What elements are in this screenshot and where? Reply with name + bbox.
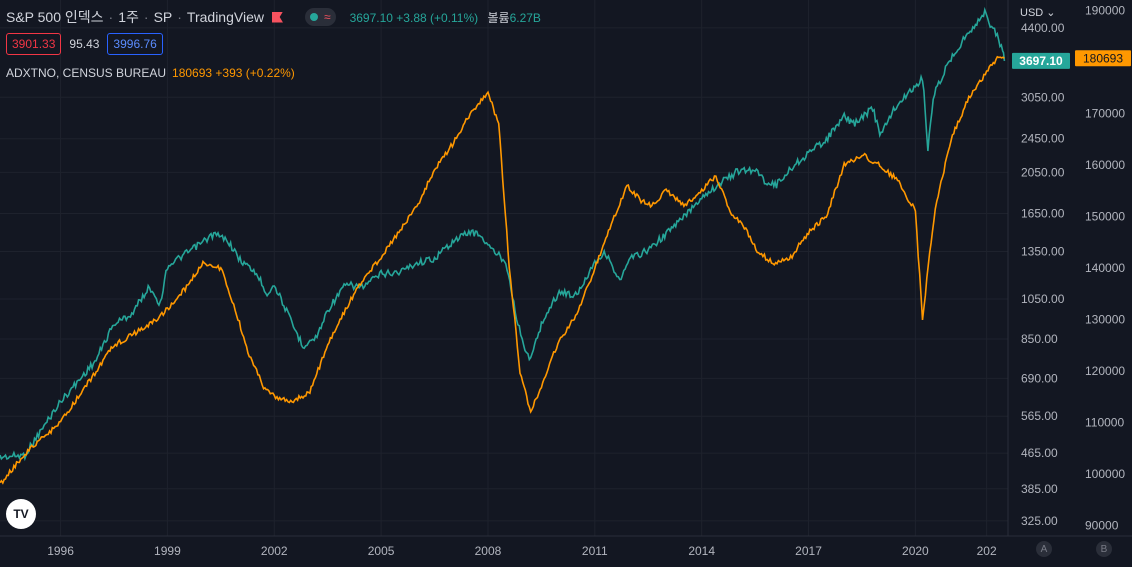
time-axis-tick-label: 2011 xyxy=(582,544,608,558)
settings-b-button[interactable]: B xyxy=(1096,541,1112,557)
spread-value: 95.43 xyxy=(69,37,100,51)
chart-series xyxy=(0,6,1006,485)
compare-series-legend[interactable]: ADXTNO, CENSUS BUREAU 180693 +393 (+0.22%… xyxy=(6,66,295,80)
left-axis-ticks: 325.00 385.00 465.00 565.00 690.00 850.00 1050… xyxy=(1021,21,1065,528)
right-axis-tick-label: 160000 xyxy=(1085,158,1125,172)
left-axis-tick-label: 385.00 xyxy=(1021,482,1058,496)
flag-icon[interactable] xyxy=(271,11,283,23)
left-axis-tick-label: 1650.00 xyxy=(1021,206,1065,220)
right-axis-tick-label: 120000 xyxy=(1085,364,1125,378)
separator-dot: · xyxy=(143,9,149,25)
right-axis-tick-label: 130000 xyxy=(1085,313,1125,327)
right-axis-ticks: 90000 100000 110000 120000 130000 140000 15000… xyxy=(1085,3,1125,532)
left-axis-tick-label: 2450.00 xyxy=(1021,132,1065,146)
price-quote: 3697.10 +3.88 (+0.11%) 볼륨6.27B xyxy=(350,9,541,26)
last-price: 3697.10 xyxy=(349,10,393,25)
time-axis-tick-label: 1999 xyxy=(154,544,181,558)
right-axis-tick-label: 190000 xyxy=(1085,3,1125,17)
interval-label[interactable]: 1주 xyxy=(118,9,139,25)
adxtno-last-badge xyxy=(1075,50,1131,67)
wave-icon: ≈ xyxy=(323,10,331,24)
spx-last-badge xyxy=(1012,52,1070,69)
right-axis-tick-label: 140000 xyxy=(1085,261,1125,275)
time-axis-ticks: 1996 1999 2002 2005 2008 2011 2014 2017 2020 202 xyxy=(47,544,997,558)
left-axis-tick-label: 465.00 xyxy=(1021,446,1058,460)
left-axis-tick-label: 1050.00 xyxy=(1021,292,1065,306)
left-axis-tick-label: 1350.00 xyxy=(1021,244,1065,258)
market-open-dot-icon xyxy=(309,13,318,21)
left-axis-tick-label: 2050.00 xyxy=(1021,165,1065,179)
time-axis-tick-label: 2017 xyxy=(795,544,822,558)
left-axis-tick-label: 565.00 xyxy=(1021,409,1058,423)
spx-last-badge-label: 3697.10 xyxy=(1019,54,1063,68)
time-axis-tick-label: 2014 xyxy=(688,544,715,558)
last-value-badges: 3697.10 180693 xyxy=(1012,50,1131,69)
currency-selector[interactable]: USD ⌄ xyxy=(1020,6,1056,19)
buy-button[interactable]: 3996.76 xyxy=(107,33,163,55)
separator-dot: · xyxy=(177,9,182,25)
market-status-pill[interactable]: ≈ xyxy=(304,8,336,26)
compare-series-value: 180693 +393 (+0.22%) xyxy=(172,66,295,80)
right-axis-tick-label: 150000 xyxy=(1085,209,1125,223)
chart-grid xyxy=(0,0,1008,536)
left-axis-tick-label: 690.00 xyxy=(1021,371,1058,385)
time-axis-tick-label: 202 xyxy=(977,544,997,558)
auto-scale-button[interactable]: A xyxy=(1036,541,1052,557)
time-axis-tick-label: 2002 xyxy=(261,544,288,558)
right-axis-tick-label: 90000 xyxy=(1085,519,1119,533)
provider-label: TradingView xyxy=(186,9,264,25)
chevron-down-icon: ⌄ xyxy=(1046,7,1056,19)
price-change: +3.88 (+0.11%) xyxy=(396,10,479,25)
time-axis-tick-label: 1996 xyxy=(47,544,74,558)
right-axis-tick-label: 100000 xyxy=(1085,467,1125,481)
volume-label: 볼륨 xyxy=(487,10,510,25)
tradingview-logo-icon[interactable]: TV xyxy=(6,499,36,529)
left-axis-tick-label: 325.00 xyxy=(1021,514,1058,528)
symbol-name[interactable]: S&P 500 인덱스 xyxy=(6,9,104,25)
time-axis-tick-label: 2008 xyxy=(475,544,502,558)
spx-line xyxy=(0,6,1006,462)
adxtno-line xyxy=(0,55,1005,485)
left-axis-tick-label: 4400.00 xyxy=(1021,21,1065,35)
trade-buttons: 3901.33 95.43 3996.76 xyxy=(6,33,163,55)
volume-value: 6.27B xyxy=(509,10,541,25)
separator-dot: · xyxy=(108,9,114,25)
right-axis-tick-label: 170000 xyxy=(1085,106,1125,120)
left-axis-tick-label: 850.00 xyxy=(1021,332,1058,346)
right-axis-tick-label: 110000 xyxy=(1085,416,1124,430)
exchange-label: SP xyxy=(153,9,173,25)
time-axis-tick-label: 2005 xyxy=(368,544,395,558)
compare-series-name: ADXTNO, CENSUS BUREAU xyxy=(6,66,167,80)
currency-label: USD xyxy=(1020,7,1044,19)
adxtno-last-badge-label: 180693 xyxy=(1083,51,1123,65)
sell-button[interactable]: 3901.33 xyxy=(6,33,62,55)
time-axis-tick-label: 2020 xyxy=(902,544,929,558)
left-axis-tick-label: 3050.00 xyxy=(1021,90,1065,104)
chart-legend-main[interactable]: S&P 500 인덱스 · 1주 · SP · TradingView ≈ 36… xyxy=(6,8,541,26)
